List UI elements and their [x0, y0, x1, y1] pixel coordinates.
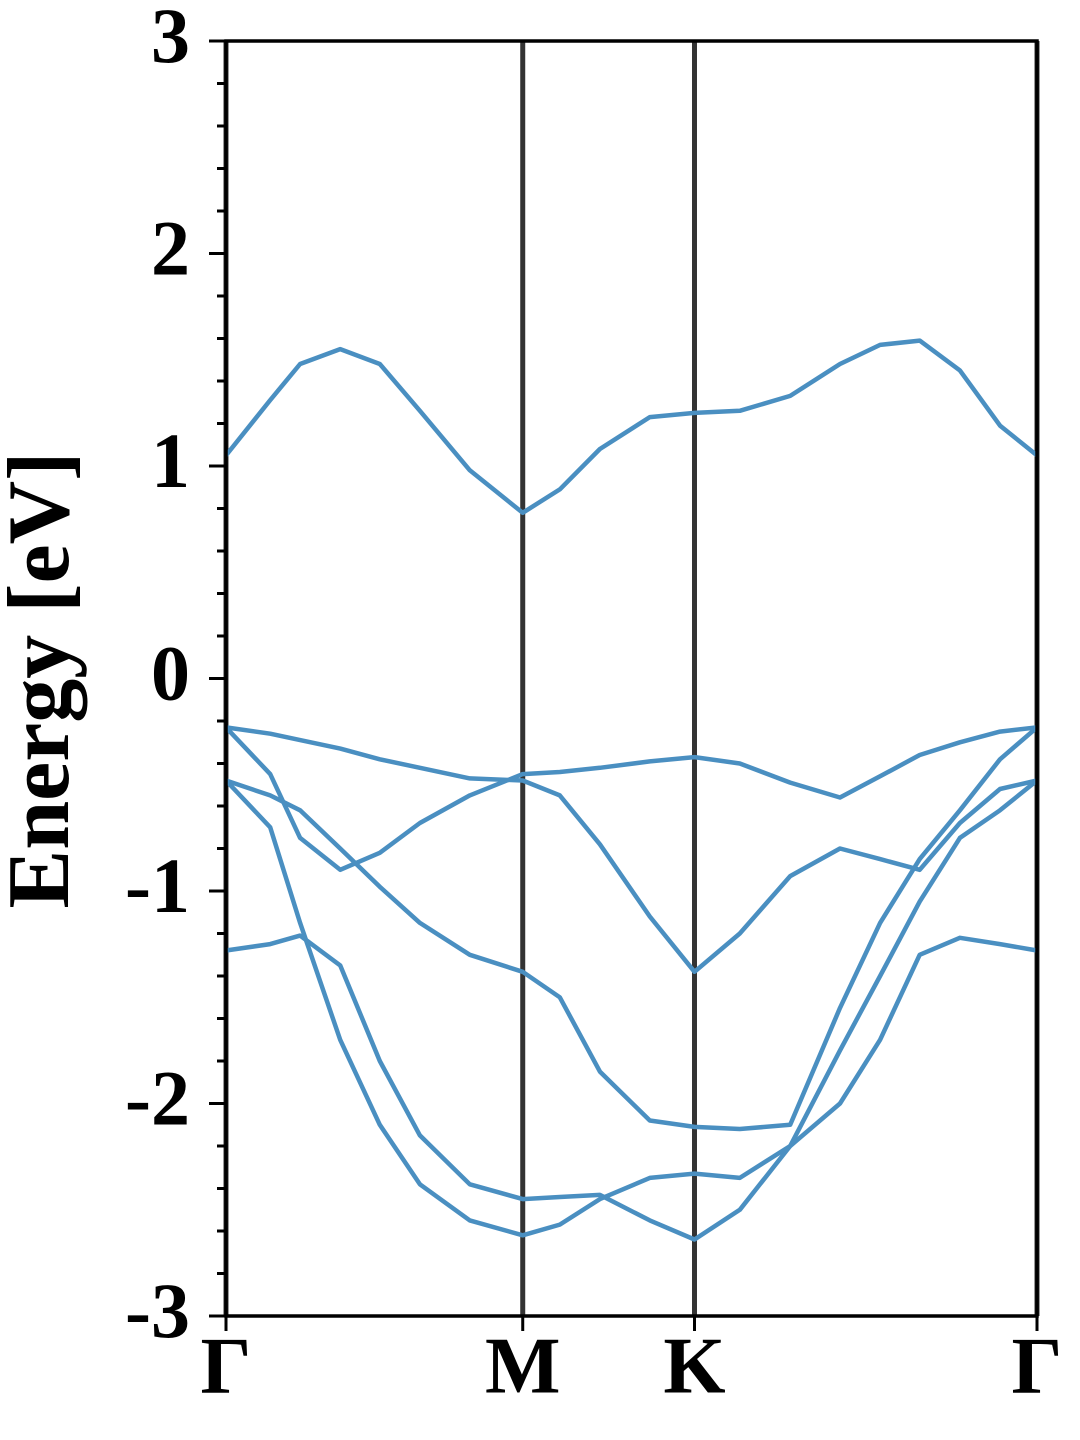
x-tick-label: Γ — [1012, 1322, 1063, 1410]
x-tick-label: M — [485, 1322, 561, 1410]
x-tick-label: Γ — [201, 1322, 252, 1410]
y-tick-label: 2 — [151, 204, 190, 291]
y-tick-label: 3 — [151, 0, 190, 79]
y-tick-label: 1 — [151, 417, 190, 504]
band-line — [225, 933, 1038, 1242]
band-line — [224, 778, 1039, 1238]
x-tick-label: K — [663, 1322, 725, 1410]
y-tick-label: -3 — [125, 1267, 190, 1354]
band-line — [224, 725, 1038, 873]
band-line — [224, 338, 1039, 516]
band-line — [225, 725, 1039, 1132]
y-tick-label: -2 — [125, 1054, 190, 1141]
y-tick-label: -1 — [125, 842, 190, 929]
y-tick-label: 0 — [151, 629, 190, 716]
y-axis-label: Energy [eV] — [0, 452, 88, 909]
plot-frame — [224, 39, 1039, 1318]
